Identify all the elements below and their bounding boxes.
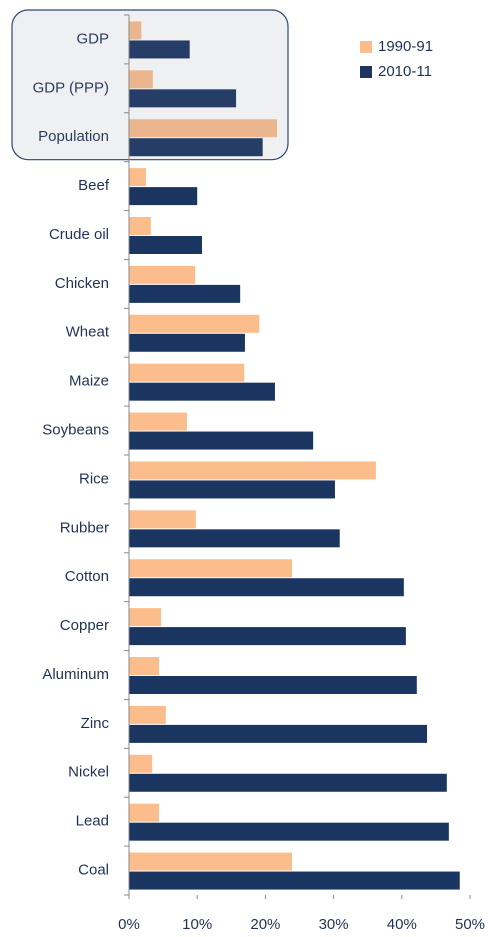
y-tick-label: Aluminum [42,666,109,683]
legend-label: 1990-91 [378,38,433,55]
y-tick-label: Nickel [68,764,109,781]
y-tick-label: Population [38,128,109,145]
y-tick-label: Maize [69,373,109,390]
highlight-box [11,9,289,161]
bar [129,480,335,499]
bar [129,382,275,401]
bar [129,119,277,138]
y-tick-label: GDP [76,30,109,47]
bar [129,40,190,59]
bar [129,657,160,675]
y-tick-label: Wheat [66,324,110,341]
x-tick-label: 40% [387,916,417,933]
bar [129,21,142,40]
y-tick-label: Crude oil [49,226,109,243]
y-tick-label: Soybeans [42,422,109,439]
x-tick-label: 20% [250,916,280,933]
legend-swatch [360,41,372,53]
y-tick-label: Cotton [65,568,109,585]
y-tick-label: Chicken [55,275,109,292]
bar [129,608,162,627]
bar [129,168,147,187]
bar [129,676,417,694]
bar [129,138,263,157]
bar [129,529,340,548]
bar [129,431,314,450]
y-tick-label: Copper [60,617,109,634]
x-tick-label: 30% [319,916,349,933]
bar [129,217,151,235]
bar [129,510,196,529]
bar [129,461,376,480]
bar [129,852,292,871]
bar [129,754,153,773]
bar [129,314,260,333]
y-tick-label: Coal [78,862,109,879]
x-tick-label: 10% [182,916,212,933]
bar [129,333,245,352]
y-tick-label: Beef [78,177,110,194]
y-tick-label: Zinc [81,715,110,732]
bar [129,871,460,890]
y-tick-label: Rubber [60,519,109,536]
bar [129,803,160,822]
bar [129,89,237,108]
bar [129,70,153,89]
y-tick-label: Lead [76,813,109,830]
bar [129,705,166,724]
bar [129,187,198,206]
bar [129,363,245,382]
bar [129,773,447,792]
x-tick-label: 0% [118,916,140,933]
legend-label: 2010-11 [378,63,432,80]
bar [129,236,202,254]
bar [129,284,241,303]
bar [129,559,292,578]
bar [129,265,196,284]
bar [129,822,449,841]
bar [129,627,406,646]
x-tick-label: 50% [455,916,485,933]
bar [129,412,187,431]
y-tick-label: GDP (PPP) [33,79,109,96]
legend-swatch [360,66,372,78]
bar [129,724,428,743]
bar [129,578,404,597]
y-tick-label: Rice [79,470,109,487]
